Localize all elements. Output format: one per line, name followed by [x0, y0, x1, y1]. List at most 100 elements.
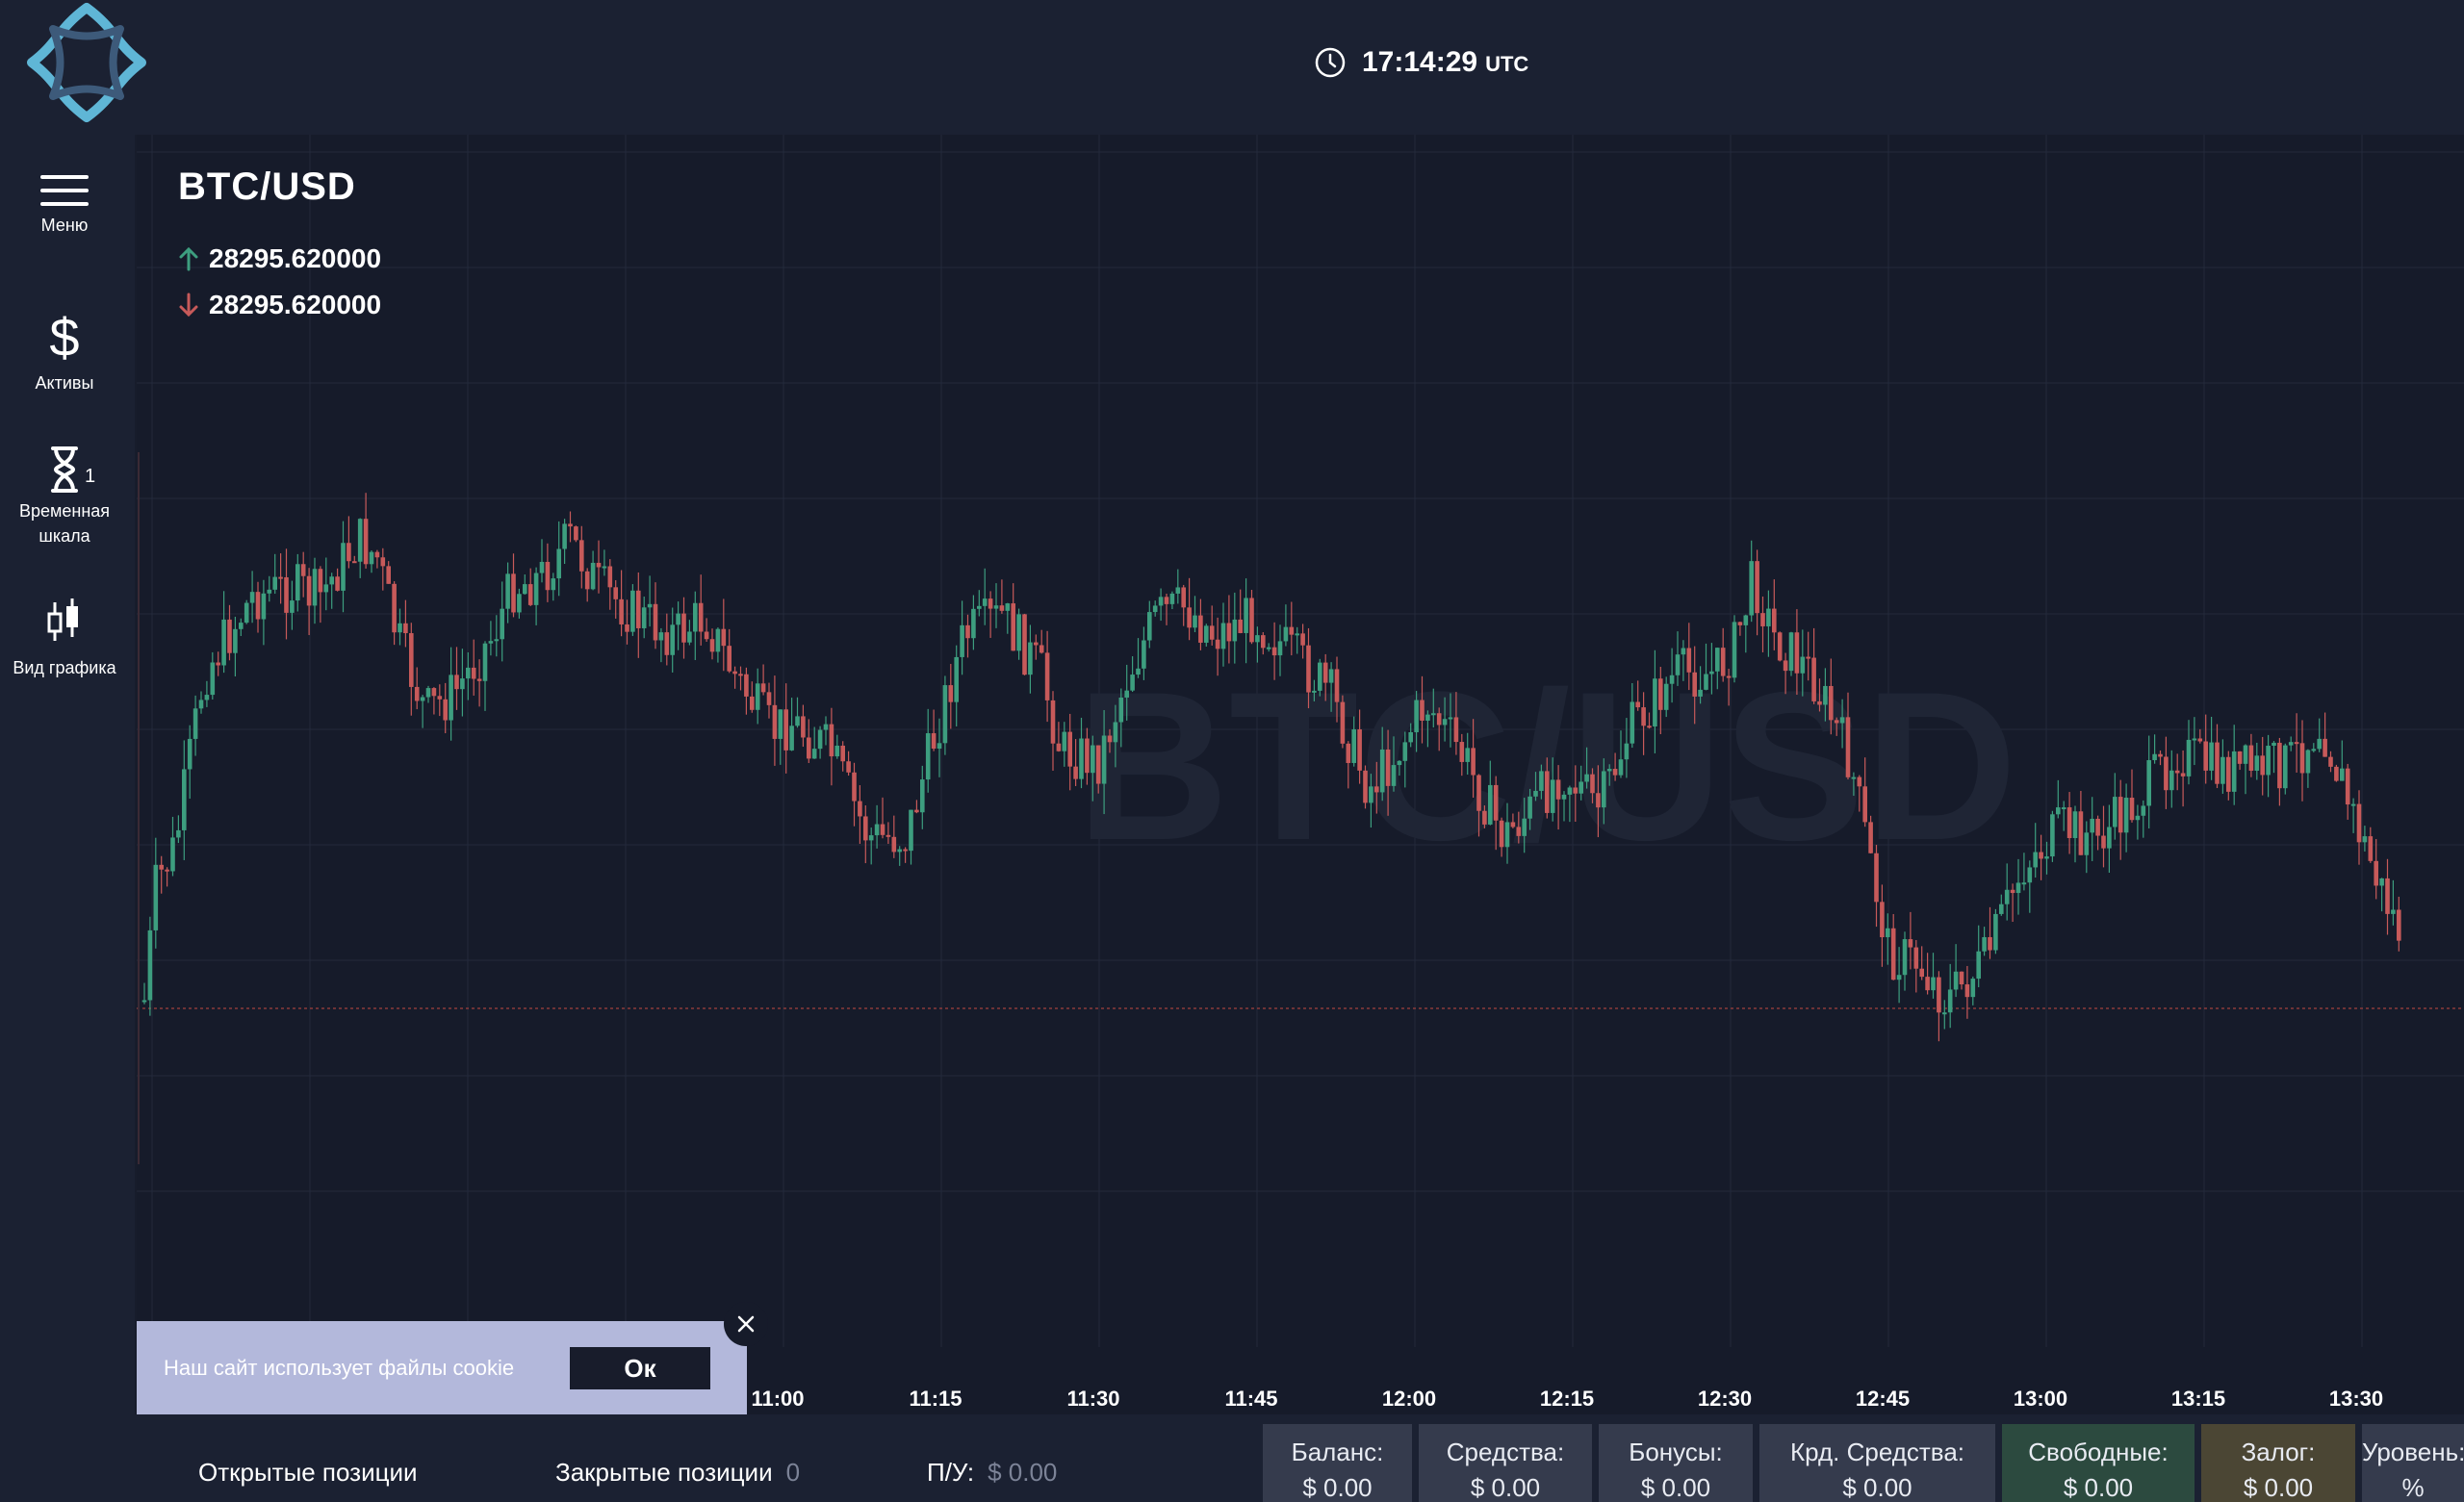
candle-body — [1942, 1012, 1947, 1015]
candle — [1232, 592, 1238, 664]
candle — [1988, 906, 1992, 959]
candle — [1868, 815, 1873, 853]
ask-price-value: 28295.620000 — [209, 243, 382, 273]
candle-body — [823, 724, 829, 730]
candle-body — [738, 674, 743, 676]
candle — [778, 709, 783, 765]
candle — [1851, 772, 1857, 796]
candle — [1397, 760, 1402, 776]
candle — [1772, 579, 1777, 650]
candle — [886, 822, 891, 844]
candle — [1606, 764, 1612, 786]
candle — [2243, 744, 2248, 795]
candle-body — [829, 724, 834, 757]
candle-body — [425, 688, 431, 698]
candle-body — [1959, 971, 1964, 985]
candle-body — [2010, 889, 2015, 894]
candle — [789, 698, 794, 751]
candle-body — [233, 628, 238, 653]
sidebar-item-menu[interactable]: Меню — [0, 173, 129, 238]
cookie-banner: Наш сайт использует файлы cookie Ок — [137, 1321, 747, 1414]
candle — [1823, 668, 1828, 722]
candle — [801, 704, 806, 748]
candle-body — [147, 929, 153, 1001]
candle-body — [1545, 771, 1550, 813]
candlestick-chart[interactable]: BTC/USD 11:00 11:15 11:30 11:45 12:00 12:15 12:… — [137, 135, 2464, 1414]
candle-body — [676, 613, 680, 625]
candle-body — [1328, 669, 1334, 683]
candle-body — [1471, 748, 1476, 776]
candle-body — [971, 608, 976, 639]
candle — [1880, 884, 1885, 967]
logo-icon[interactable] — [24, 0, 149, 125]
candle-body — [295, 564, 300, 601]
candle — [1499, 817, 1504, 857]
candle-body — [471, 667, 476, 679]
candle — [482, 641, 488, 711]
candle-body — [2231, 751, 2237, 792]
candle-body — [539, 561, 545, 573]
candle — [187, 725, 192, 800]
candle — [471, 639, 476, 696]
candle-body — [1567, 787, 1573, 795]
ask-price: 28295.620000 — [178, 243, 381, 274]
sidebar-item-timeframe[interactable]: 1 Временная шкала — [0, 445, 129, 548]
candle — [409, 623, 414, 716]
candle — [2164, 736, 2169, 809]
candle — [574, 525, 578, 543]
candle-body — [1448, 717, 1453, 720]
candle-body — [1169, 593, 1175, 604]
candle — [2345, 763, 2350, 820]
tab-open-positions[interactable]: Открытые позиции — [198, 1458, 418, 1488]
candle-body — [664, 632, 670, 655]
candle — [176, 815, 181, 844]
sidebar-item-label: Вид графика — [13, 658, 116, 677]
candle-body — [954, 656, 959, 702]
candle-body — [2015, 882, 2021, 894]
candle — [2039, 834, 2043, 880]
candle — [1152, 600, 1158, 617]
sidebar-item-chart-view[interactable]: Вид графика — [0, 597, 129, 680]
tab-closed-positions[interactable]: Закрытые позиции 0 — [555, 1458, 800, 1488]
candle — [2299, 720, 2305, 802]
candle-body — [1420, 700, 1424, 721]
candle-body — [2141, 805, 2146, 816]
cookie-close-button[interactable] — [724, 1302, 768, 1346]
candle — [880, 797, 886, 839]
candle — [505, 562, 510, 624]
candle — [2328, 751, 2333, 773]
candle — [244, 599, 249, 624]
candle-body — [1772, 608, 1777, 633]
candle-body — [2197, 738, 2203, 742]
candle — [1249, 590, 1254, 645]
candle — [965, 614, 970, 658]
candle-body — [2129, 798, 2135, 821]
candle — [1198, 598, 1203, 650]
price-chart[interactable]: BTC/USD 11:00 11:15 11:30 11:45 12:00 12:15 12:… — [137, 135, 2464, 1414]
candle — [715, 627, 721, 663]
stat-label: Бонусы: — [1629, 1438, 1723, 1466]
candle — [341, 521, 346, 613]
candle — [1539, 764, 1544, 800]
candle — [1947, 963, 1953, 1029]
candle — [1567, 785, 1573, 823]
candle — [1005, 602, 1011, 634]
candle-body — [977, 605, 982, 609]
candle-body — [1669, 675, 1675, 684]
candle-body — [693, 602, 698, 632]
candle — [1187, 577, 1192, 641]
candle — [2272, 741, 2276, 774]
candle — [709, 628, 715, 660]
sidebar-item-assets[interactable]: $ Активы — [0, 307, 129, 395]
candle-body — [341, 543, 346, 591]
candle — [931, 709, 937, 751]
candle-body — [1811, 657, 1816, 701]
candle — [1091, 735, 1095, 802]
candle-body — [1493, 784, 1499, 821]
candle — [2010, 883, 2015, 923]
candle-body — [602, 566, 607, 569]
candle-body — [834, 745, 840, 757]
cookie-ok-button[interactable]: Ок — [570, 1347, 710, 1389]
candle-body — [1011, 603, 1015, 651]
candle — [1493, 776, 1499, 851]
